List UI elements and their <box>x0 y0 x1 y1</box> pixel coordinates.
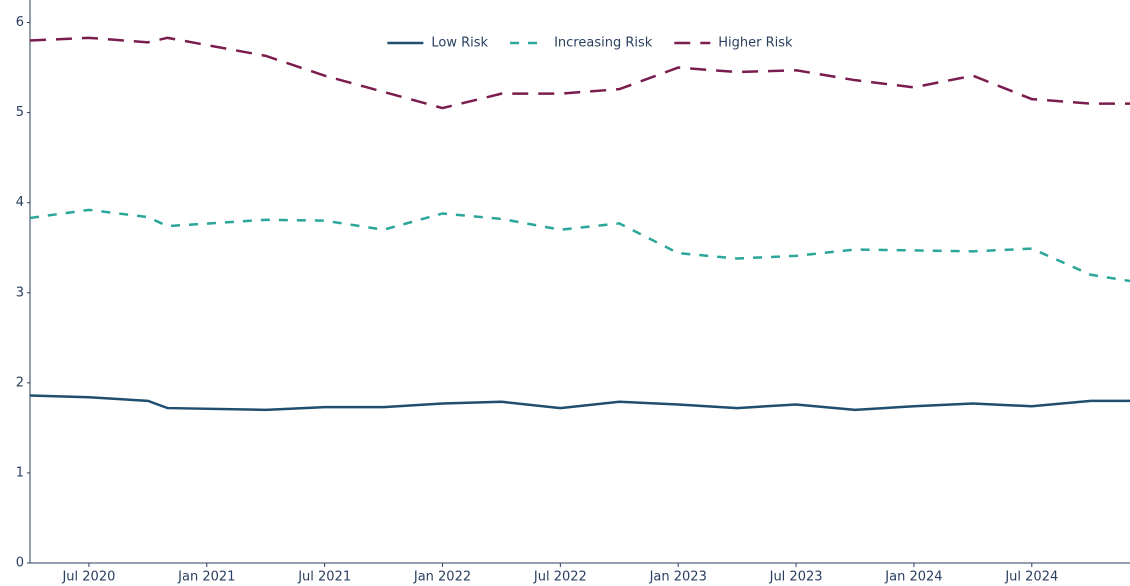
x-tick-label: Jul 2023 <box>769 570 823 585</box>
legend-label: Low Risk <box>431 36 488 51</box>
x-tick-label: Jul 2024 <box>1004 570 1058 585</box>
x-tick-label: Jul 2021 <box>297 570 351 585</box>
series-line <box>29 394 1130 412</box>
y-tick-label: 2 <box>16 375 24 390</box>
x-tick-label: Jul 2020 <box>61 570 115 585</box>
y-tick-label: 6 <box>16 15 24 30</box>
y-tick-label: 0 <box>16 556 24 571</box>
series-line <box>29 208 1130 283</box>
x-tick-label: Jul 2022 <box>533 570 587 585</box>
x-tick-label: Jan 2022 <box>413 570 471 585</box>
y-tick-label: 5 <box>16 105 24 120</box>
y-tick-label: 4 <box>16 195 24 210</box>
x-tick-label: Jan 2024 <box>884 570 942 585</box>
x-tick-label: Jan 2021 <box>177 570 235 585</box>
series-line <box>29 36 1130 110</box>
legend-label: Higher Risk <box>718 36 793 51</box>
x-tick-label: Jan 2023 <box>649 570 707 585</box>
legend-label: Increasing Risk <box>554 36 653 51</box>
y-tick-label: 3 <box>16 285 24 300</box>
y-tick-label: 1 <box>16 465 24 480</box>
